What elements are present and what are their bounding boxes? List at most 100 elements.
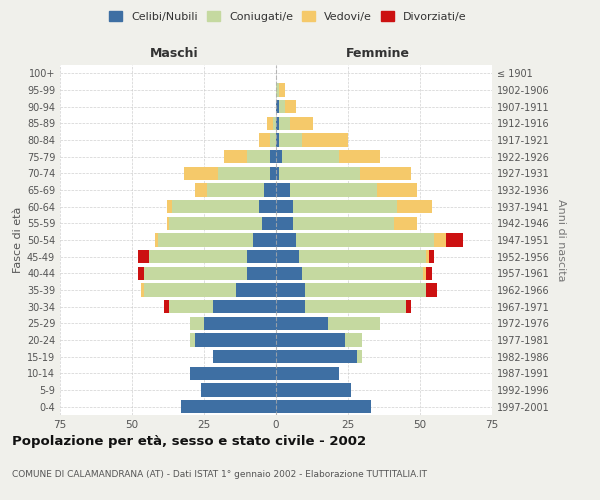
Bar [279,84,284,96]
Bar [259,134,270,146]
Bar [276,84,279,96]
Bar [270,166,276,180]
Bar [273,116,276,130]
Bar [293,200,397,213]
Bar [201,384,276,396]
Bar [276,216,293,230]
Bar [276,334,345,346]
Bar [305,284,426,296]
Bar [293,216,394,230]
Bar [276,200,293,213]
Bar [426,250,428,264]
Bar [169,216,262,230]
Bar [212,350,276,364]
Bar [328,316,380,330]
Text: COMUNE DI CALAMANDRANA (AT) - Dati ISTAT 1° gennaio 2002 - Elaborazione TUTTITAL: COMUNE DI CALAMANDRANA (AT) - Dati ISTAT… [12,470,427,479]
Bar [265,184,276,196]
Bar [276,300,305,314]
Bar [359,166,412,180]
Bar [196,184,207,196]
Bar [138,266,143,280]
Bar [397,200,431,213]
Bar [276,184,290,196]
Bar [224,150,247,164]
Bar [290,184,377,196]
Y-axis label: Anni di nascita: Anni di nascita [556,198,566,281]
Bar [204,316,276,330]
Bar [276,350,356,364]
Bar [247,250,276,264]
Bar [279,134,302,146]
Bar [356,350,362,364]
Bar [270,150,276,164]
Bar [276,116,279,130]
Bar [184,166,218,180]
Bar [164,300,169,314]
Bar [279,100,284,114]
Bar [190,334,196,346]
Bar [406,300,412,314]
Bar [428,250,434,264]
Bar [247,266,276,280]
Bar [259,200,276,213]
Text: Maschi: Maschi [150,47,199,60]
Bar [253,234,276,246]
Bar [181,400,276,413]
Bar [434,234,446,246]
Bar [268,116,273,130]
Bar [276,316,328,330]
Bar [207,184,265,196]
Bar [299,250,426,264]
Bar [394,216,417,230]
Bar [149,250,247,264]
Bar [276,400,371,413]
Bar [276,166,279,180]
Bar [140,284,143,296]
Legend: Celibi/Nubili, Coniugati/e, Vedovi/e, Divorziati/e: Celibi/Nubili, Coniugati/e, Vedovi/e, Di… [106,8,470,25]
Bar [276,384,351,396]
Text: Femmine: Femmine [346,47,410,60]
Text: Popolazione per età, sesso e stato civile - 2002: Popolazione per età, sesso e stato civil… [12,435,366,448]
Bar [276,100,279,114]
Bar [143,284,236,296]
Bar [196,334,276,346]
Bar [377,184,417,196]
Bar [276,234,296,246]
Bar [282,150,340,164]
Bar [423,266,426,280]
Bar [426,266,431,280]
Bar [279,166,359,180]
Bar [276,250,299,264]
Bar [276,134,279,146]
Y-axis label: Fasce di età: Fasce di età [13,207,23,273]
Bar [247,150,270,164]
Bar [302,266,423,280]
Bar [426,284,437,296]
Bar [276,366,340,380]
Bar [276,284,305,296]
Bar [446,234,463,246]
Bar [296,234,434,246]
Bar [155,234,158,246]
Bar [345,334,362,346]
Bar [290,116,313,130]
Bar [305,300,406,314]
Bar [218,166,270,180]
Bar [190,316,204,330]
Bar [279,116,290,130]
Bar [262,216,276,230]
Bar [340,150,380,164]
Bar [138,250,149,264]
Bar [167,200,172,213]
Bar [270,134,276,146]
Bar [169,300,212,314]
Bar [276,150,282,164]
Bar [167,216,169,230]
Bar [172,200,259,213]
Bar [212,300,276,314]
Bar [158,234,253,246]
Bar [276,266,302,280]
Bar [190,366,276,380]
Bar [236,284,276,296]
Bar [284,100,296,114]
